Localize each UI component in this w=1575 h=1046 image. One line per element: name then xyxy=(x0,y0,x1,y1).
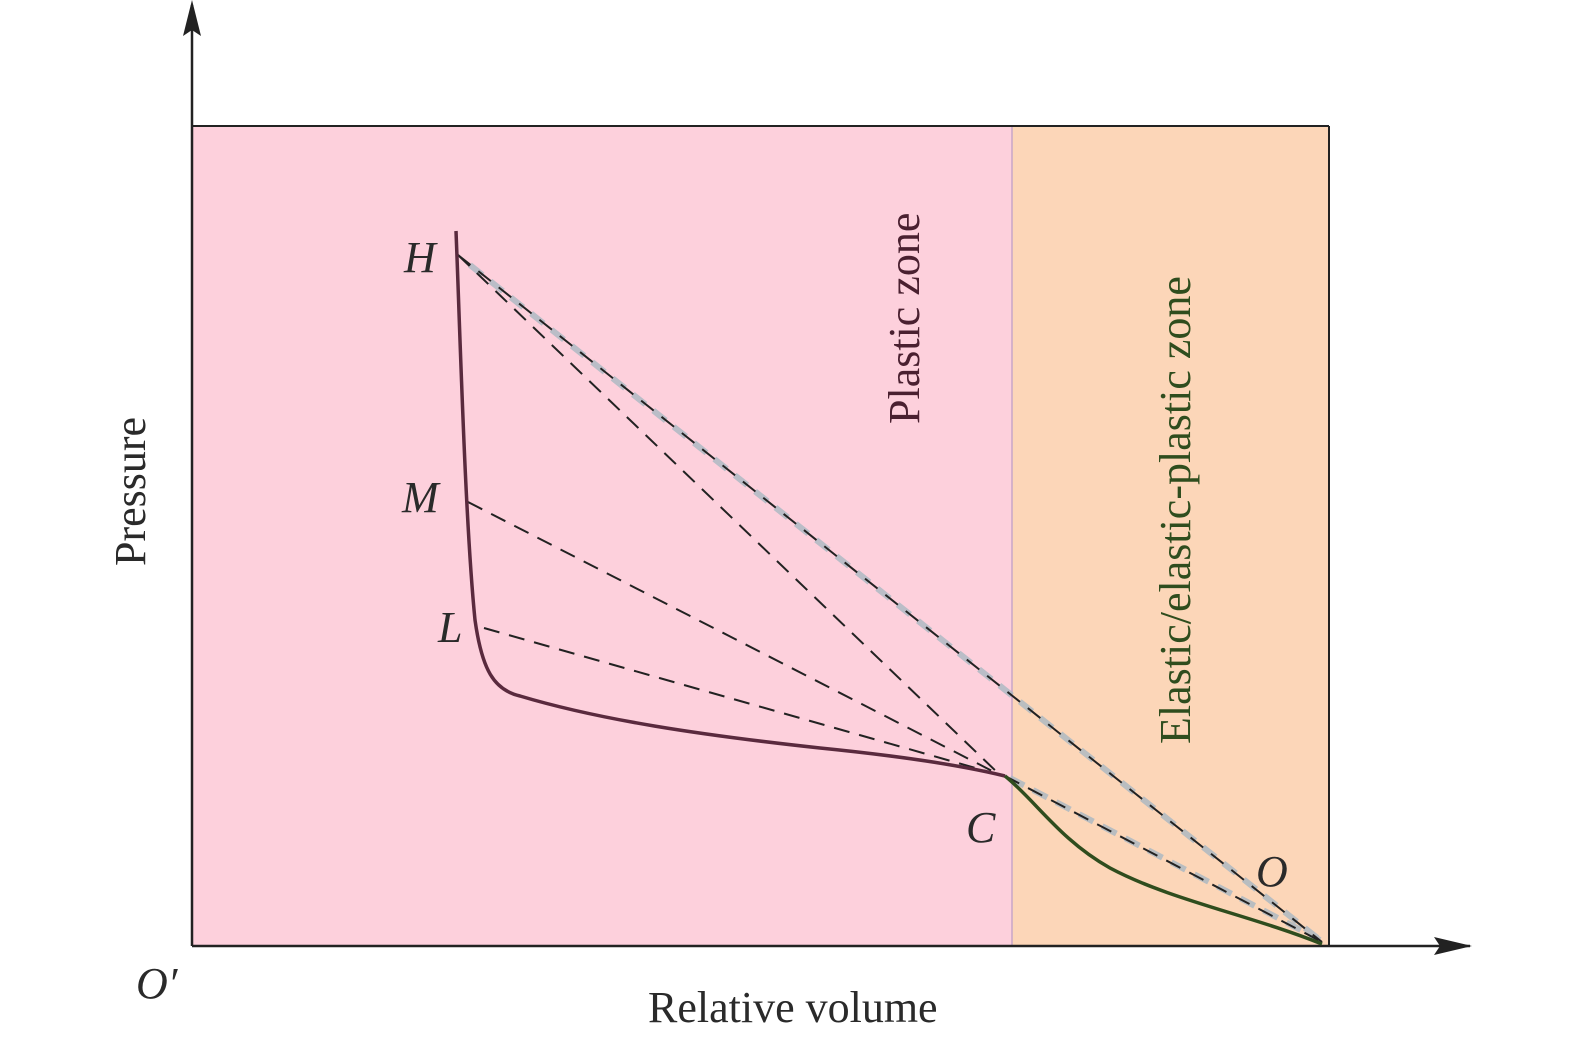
point-label-O: O xyxy=(1256,847,1288,896)
dashed-H-to-O xyxy=(457,254,1323,943)
x-axis-label: Relative volume xyxy=(648,983,938,1032)
x-axis-arrow-icon xyxy=(1434,937,1472,955)
y-axis-label: Pressure xyxy=(106,417,155,566)
y-axis-arrow-icon xyxy=(183,0,201,36)
plastic-zone-label: Plastic zone xyxy=(880,213,929,424)
dashed-C-to-O xyxy=(1004,775,1323,943)
dashed-lines xyxy=(457,254,1323,943)
origin-label: O′ xyxy=(136,959,179,1008)
plastic-zone-background xyxy=(192,126,1012,946)
plastic-curve xyxy=(454,230,1006,778)
point-label-C: C xyxy=(966,803,996,852)
elastic-curve xyxy=(1003,774,1323,946)
dashed-L-to-C xyxy=(483,627,1001,776)
dashed-H-to-C xyxy=(457,254,1001,776)
point-label-H: H xyxy=(403,233,438,282)
dashed-M-to-C xyxy=(467,501,1001,776)
elastic-zone-label: Elastic/elastic-plastic zone xyxy=(1151,276,1200,744)
point-label-L: L xyxy=(437,603,462,652)
point-label-M: M xyxy=(401,473,441,522)
